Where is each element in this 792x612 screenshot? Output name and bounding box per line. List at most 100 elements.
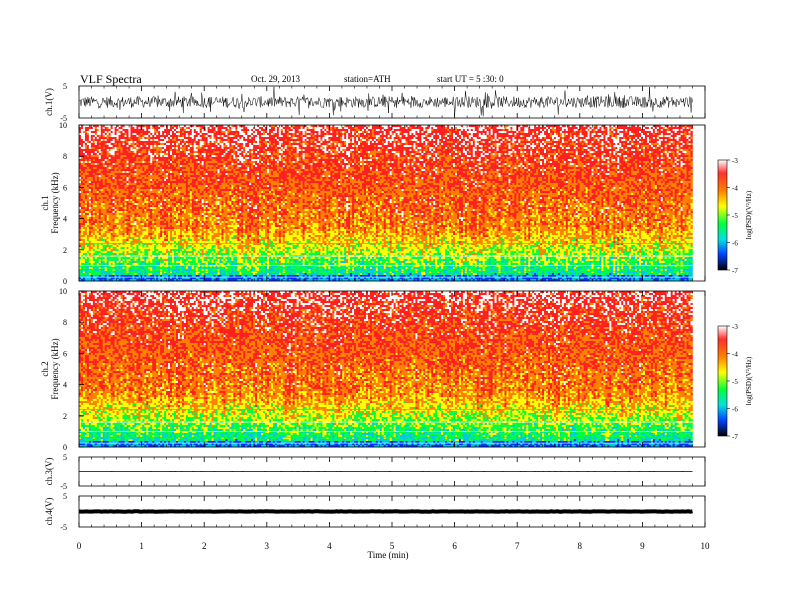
spectrogram-cell (91, 155, 93, 157)
spectrogram-cell (81, 165, 83, 167)
spectrogram-cell (81, 185, 83, 187)
spectrogram-cell (93, 145, 95, 147)
spectrogram-cell (81, 131, 83, 133)
spectrogram-cell (85, 249, 87, 251)
spectrogram-cell (81, 133, 83, 135)
spectrogram-cell (83, 175, 85, 177)
spectrogram-cell (89, 237, 91, 239)
spectrogram-cell (91, 207, 93, 209)
spectrogram-cell (89, 141, 91, 143)
spectrogram-cell (93, 221, 95, 223)
spectrogram-cell (89, 257, 91, 259)
spectrogram-cell (91, 261, 93, 263)
spectrogram-cell (93, 175, 95, 177)
spectrogram-cell (85, 193, 87, 195)
spectrogram-cell (93, 235, 95, 237)
spectrogram-cell (93, 197, 95, 199)
spectrogram-cell (87, 227, 89, 229)
spectrogram-cell (81, 199, 83, 201)
spectrogram-cell (85, 153, 87, 155)
spectrogram-cell (93, 231, 95, 233)
spectrogram-cell (89, 163, 91, 165)
spectrogram-cell (91, 273, 93, 275)
spectrogram-cell (85, 139, 87, 141)
spectrogram-cell (91, 187, 93, 189)
spectrogram-cell (93, 229, 95, 231)
spectrogram-cell (85, 157, 87, 159)
spectrogram-cell (83, 191, 85, 193)
spectrogram-cell (89, 217, 91, 219)
spectrogram-cell (93, 179, 95, 181)
spectrogram-cell (93, 225, 95, 227)
spectrogram-cell (87, 207, 89, 209)
spectrogram-cell (85, 179, 87, 181)
spectrogram-cell (89, 199, 91, 201)
spectrogram-cell (89, 155, 91, 157)
spectrogram-cell (87, 201, 89, 203)
spectrogram-cell (85, 235, 87, 237)
spectrogram-cell (83, 199, 85, 201)
spectrogram-cell (93, 247, 95, 249)
spectrogram-cell (89, 225, 91, 227)
spectrogram-cell (81, 159, 83, 161)
spectrogram-cell (87, 219, 89, 221)
spectrogram-cell (87, 165, 89, 167)
spectrogram-cell (87, 183, 89, 185)
vlf-spectra-figure: 5-5ch.1(V)0246810ch.1 Frequency (kHz)-3-4… (0, 0, 792, 612)
spectrogram-cell (81, 257, 83, 259)
spectrogram-cell (87, 269, 89, 271)
spectrogram-cell (85, 131, 87, 133)
spectrogram-cell (83, 253, 85, 255)
spectrogram-cell (91, 133, 93, 135)
spectrogram-cell (89, 137, 91, 139)
spectrogram-cell (89, 209, 91, 211)
spectrogram-cell (81, 145, 83, 147)
spectrogram-cell (93, 237, 95, 239)
spectrogram-cell (89, 259, 91, 261)
spectrogram-cell (91, 135, 93, 137)
spectrogram-cell (89, 213, 91, 215)
spectrogram-cell (83, 183, 85, 185)
spectrogram-cell (91, 193, 93, 195)
spectrogram-cell (91, 139, 93, 141)
spectrogram-cell (85, 215, 87, 217)
spectrogram-cell (91, 195, 93, 197)
spectrogram-cell (87, 163, 89, 165)
spectrogram-cell (87, 129, 89, 131)
spectrogram-cell (91, 213, 93, 215)
spectrogram-cell (85, 141, 87, 143)
spectrogram-cell (87, 203, 89, 205)
spectrogram-cell (91, 239, 93, 241)
spectrogram-cell (81, 245, 83, 247)
spectrogram-cell (83, 171, 85, 173)
spectrogram-cell (87, 153, 89, 155)
spectrogram-cell (87, 151, 89, 153)
spectrogram-cell (81, 143, 83, 145)
spectrogram-cell (81, 201, 83, 203)
spectrogram-cell (91, 211, 93, 213)
spectrogram-cell (81, 221, 83, 223)
spectrogram-cell (83, 133, 85, 135)
spectrogram-cell (87, 173, 89, 175)
spectrogram-cell (83, 215, 85, 217)
spectrogram-cell (83, 195, 85, 197)
spectrogram-cell (91, 253, 93, 255)
spectrogram-cell (89, 207, 91, 209)
spectrogram-cell (83, 135, 85, 137)
spectrogram-cell (87, 267, 89, 269)
spectrogram-cell (91, 141, 93, 143)
spectrogram-cell (85, 197, 87, 199)
spectrogram-cell (85, 143, 87, 145)
spectrogram-cell (91, 165, 93, 167)
spectrogram-cell (87, 191, 89, 193)
spectrogram-cell (87, 209, 89, 211)
spectrogram-cell (93, 193, 95, 195)
spectrogram-cell (85, 269, 87, 271)
spectrogram-cell (89, 183, 91, 185)
spectrogram-cell (93, 207, 95, 209)
spectrogram-cell (93, 181, 95, 183)
spectrogram-cell (89, 241, 91, 243)
spectrogram-cell (85, 185, 87, 187)
spectrogram-cell (89, 205, 91, 207)
spectrogram-cell (93, 127, 95, 129)
